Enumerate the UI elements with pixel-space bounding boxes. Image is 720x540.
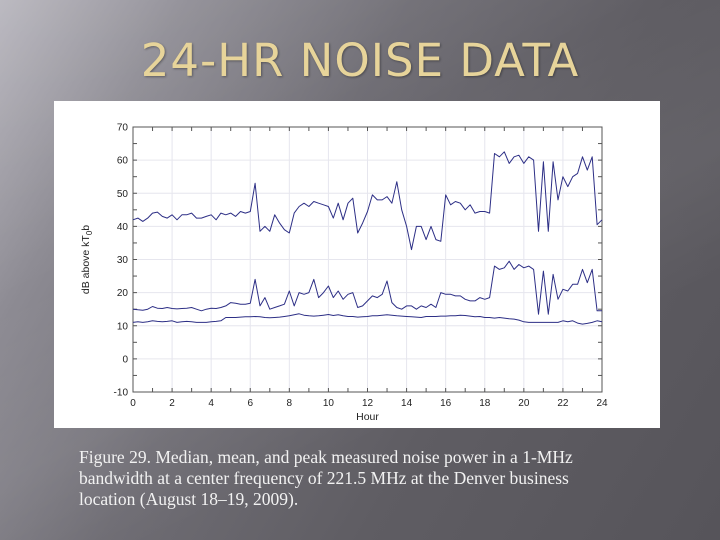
- x-tick-label: 0: [130, 398, 136, 409]
- series-line-mean: [132, 260, 602, 315]
- series-line-median: [132, 313, 603, 325]
- caption-line-3: location (August 18–19, 2009).: [79, 489, 299, 509]
- x-tick-label: 2: [169, 398, 175, 409]
- y-tick-label: -10: [114, 388, 129, 399]
- caption-line-1: Figure 29. Median, mean, and peak measur…: [79, 447, 573, 467]
- x-tick-label: 4: [208, 398, 214, 409]
- y-axis-label: dB above kT0b: [80, 225, 94, 294]
- x-tick-label: 6: [247, 398, 253, 409]
- caption-line-2: bandwidth at a center frequency of 221.5…: [79, 468, 569, 488]
- x-axis-label: Hour: [356, 411, 379, 423]
- y-tick-label: 70: [117, 123, 129, 134]
- y-tick-label: 60: [117, 156, 129, 167]
- x-tick-label: 18: [479, 398, 491, 409]
- y-tick-label: 30: [117, 255, 129, 266]
- slide-title: 24-HR NOISE DATA: [140, 34, 580, 87]
- figure-caption: Figure 29. Median, mean, and peak measur…: [79, 447, 669, 510]
- x-tick-label: 8: [287, 398, 293, 409]
- y-tick-label: 40: [117, 222, 129, 233]
- x-tick-label: 12: [362, 398, 374, 409]
- noise-line-chart: 0 2 4 6 8 10 12 14 16 18 20 22 24-10010203040506070H…: [80, 123, 608, 424]
- x-tick-label: 10: [323, 398, 335, 409]
- y-tick-label: 10: [117, 321, 129, 332]
- x-tick-label: 20: [518, 398, 530, 409]
- x-tick-label: 24: [596, 398, 608, 409]
- y-tick-label: 20: [117, 288, 129, 299]
- chart-panel: 0 2 4 6 8 10 12 14 16 18 20 22 24 -10 0 10 20 30 40 50 60 70 H…: [54, 101, 660, 428]
- y-tick-label: 0: [122, 354, 128, 365]
- series-line-peak: [132, 151, 603, 251]
- y-tick-label: 50: [117, 189, 129, 200]
- x-tick-label: 16: [440, 398, 452, 409]
- x-tick-label: 22: [557, 398, 569, 409]
- x-tick-label: 14: [401, 398, 413, 409]
